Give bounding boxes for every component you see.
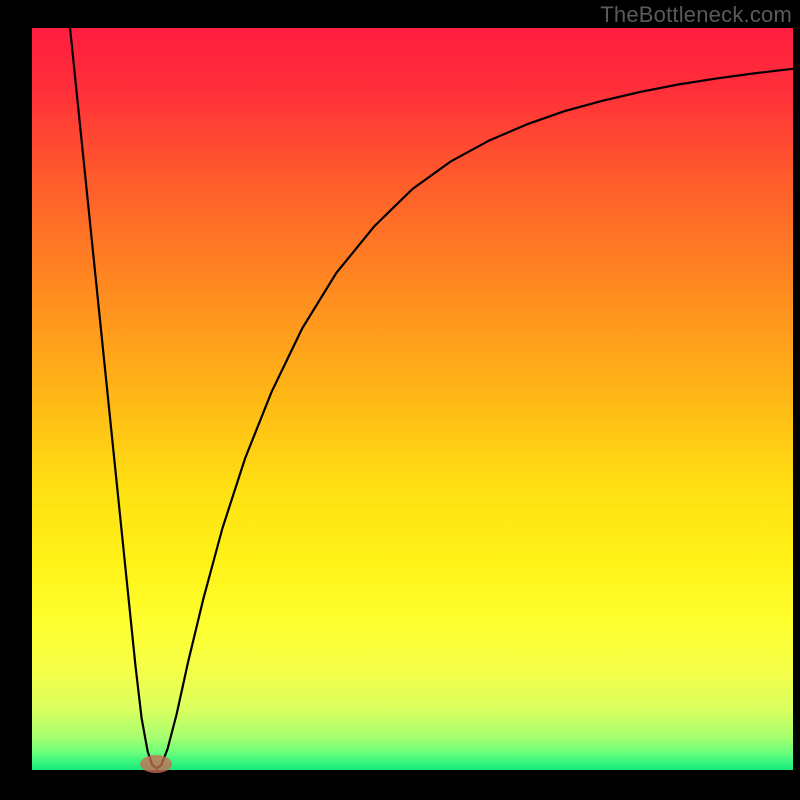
optimal-marker [140,755,172,773]
curve-overlay [0,0,800,800]
watermark-text: TheBottleneck.com [600,2,792,28]
chart-container: TheBottleneck.com [0,0,800,800]
bottleneck-curve [70,28,793,769]
